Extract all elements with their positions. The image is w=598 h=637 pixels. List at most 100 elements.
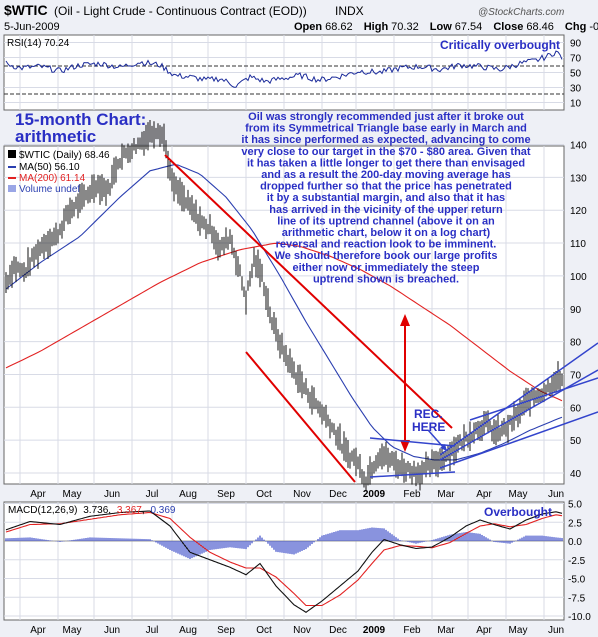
rsi-series-line bbox=[5, 50, 563, 88]
date-label: 5-Jun-2009 bbox=[4, 21, 60, 33]
macd-legend: MACD(12,26,9) 3.736, 3.367, 0.369 bbox=[8, 505, 176, 516]
commentary-line: from its Symmetrical Triangle base early… bbox=[245, 123, 527, 135]
macd-x-label: May bbox=[509, 625, 528, 636]
macd-x-label: May bbox=[63, 625, 82, 636]
macd-x-label: Oct bbox=[256, 625, 272, 636]
macd-x-label: Feb bbox=[403, 625, 421, 636]
commentary-text: Oil was strongly recommended just after … bbox=[241, 111, 531, 285]
price-x-label: Oct bbox=[256, 489, 272, 500]
rec-arrow-head bbox=[440, 444, 447, 451]
macd-x-label: Jun bbox=[104, 625, 120, 636]
price-legend: $WTIC (Daily) 68.46 bbox=[19, 150, 110, 161]
ohlc-readout: Open 68.62 High 70.32 Low 67.54 Close 68.46 … bbox=[294, 21, 598, 33]
price-tick-label: 120 bbox=[570, 206, 587, 217]
chart-title-line1: 15-month Chart: bbox=[15, 110, 146, 129]
macd-line bbox=[5, 510, 563, 613]
rsi-tick-label: 30 bbox=[570, 84, 582, 95]
macd-tick-label: -7.5 bbox=[568, 593, 586, 604]
rsi-tick-label: 10 bbox=[570, 99, 582, 110]
price-x-label: Sep bbox=[217, 489, 235, 500]
price-x-label: Dec bbox=[329, 489, 347, 500]
macd-tick-label: -10.0 bbox=[568, 612, 591, 623]
rec-label-line2: HERE bbox=[412, 420, 445, 434]
price-tick-label: 100 bbox=[570, 272, 587, 283]
macd-tick-label: 0.0 bbox=[568, 537, 582, 548]
rsi-tick-label: 70 bbox=[570, 54, 582, 65]
price-x-label: Jun bbox=[548, 489, 564, 500]
price-tick-label: 130 bbox=[570, 173, 587, 184]
price-tick-label: 80 bbox=[570, 338, 582, 349]
channel-lower-line bbox=[245, 351, 356, 483]
macd-x-label: Mar bbox=[437, 625, 455, 636]
macd-x-label: Apr bbox=[476, 625, 492, 636]
price-x-label: Apr bbox=[30, 489, 46, 500]
commentary-line: either now or immediately the steep bbox=[292, 262, 479, 274]
price-tick-label: 50 bbox=[570, 436, 582, 447]
commentary-line: has arrived in the vicinity of the upper… bbox=[269, 204, 503, 216]
macd-tick-label: -5.0 bbox=[568, 575, 586, 586]
price-tick-label: 60 bbox=[570, 403, 582, 414]
commentary-line: We should therefore book our large profi… bbox=[275, 250, 498, 262]
commentary-line: and as a result the 200-day moving avera… bbox=[261, 169, 510, 181]
macd-x-label: Sep bbox=[217, 625, 235, 636]
triangle-lower-line bbox=[369, 471, 456, 478]
price-tick-label: 70 bbox=[570, 370, 582, 381]
rec-arrow bbox=[427, 429, 445, 449]
price-x-label: Mar bbox=[437, 489, 455, 500]
volume-legend-swatch bbox=[8, 185, 16, 192]
commentary-line: reversal and reaction look to be imminen… bbox=[276, 239, 497, 251]
uptrend-upper-return-line bbox=[439, 342, 598, 456]
ma200-legend: MA(200) 61.14 bbox=[19, 173, 86, 184]
ma50-legend: MA(50) 56.10 bbox=[19, 162, 80, 173]
macd-x-label: Nov bbox=[293, 625, 311, 636]
price-x-label: Aug bbox=[179, 489, 197, 500]
price-x-label: Apr bbox=[476, 489, 492, 500]
rsi-tick-label: 90 bbox=[570, 39, 582, 50]
uptrend-lower-line bbox=[439, 411, 598, 469]
commentary-line: it has taken a little longer to get ther… bbox=[247, 157, 525, 169]
commentary-line: Oil was strongly recommended just after … bbox=[248, 111, 524, 123]
macd-annotation: Overbought bbox=[484, 505, 552, 519]
watermark: @StockCharts.com bbox=[478, 7, 564, 18]
uptrend-steep-line bbox=[439, 369, 598, 461]
macd-x-label: Aug bbox=[179, 625, 197, 636]
price-tick-label: 90 bbox=[570, 305, 582, 316]
macd-tick-label: 5.0 bbox=[568, 500, 582, 511]
price-x-label: May bbox=[63, 489, 82, 500]
exchange-label: INDX bbox=[335, 4, 364, 18]
target-arrow-head-down bbox=[400, 440, 410, 452]
uptrend-mid-line bbox=[469, 377, 598, 421]
macd-x-label: Jun bbox=[548, 625, 564, 636]
macd-tick-label: -2.5 bbox=[568, 556, 586, 567]
commentary-line: it by a substantial margin, and also tha… bbox=[267, 192, 505, 204]
commentary-line: dropped further so that the price has pe… bbox=[260, 181, 512, 193]
commentary-line: very close to our target in the $70 - $8… bbox=[241, 146, 531, 158]
price-legend-swatch bbox=[8, 150, 16, 158]
ma50-line bbox=[5, 164, 563, 461]
volume-legend: Volume undef bbox=[19, 184, 80, 195]
macd-x-label: 2009 bbox=[363, 625, 386, 636]
symbol-label: $WTIC bbox=[4, 2, 48, 18]
rec-label-line1: REC. bbox=[414, 407, 443, 421]
price-x-label: 2009 bbox=[363, 489, 386, 500]
ma200-line bbox=[5, 242, 563, 402]
macd-x-label: Dec bbox=[329, 625, 347, 636]
commentary-line: line of its uptrend channel (above it on… bbox=[277, 215, 495, 227]
target-arrow-head-up bbox=[400, 314, 410, 326]
description-label: (Oil - Light Crude - Continuous Contract… bbox=[54, 4, 307, 18]
rsi-annotation: Critically overbought bbox=[440, 38, 560, 52]
price-tick-label: 110 bbox=[570, 239, 586, 250]
price-tick-label: 140 bbox=[570, 141, 587, 152]
price-x-label: Feb bbox=[403, 489, 421, 500]
rsi-legend: RSI(14) 70.24 bbox=[7, 38, 70, 49]
price-tick-label: 40 bbox=[570, 469, 582, 480]
rsi-tick-label: 50 bbox=[570, 69, 582, 80]
commentary-line: arithmetic chart, below it on a log char… bbox=[282, 227, 491, 239]
price-x-label: Jul bbox=[146, 489, 159, 500]
commentary-line: uptrend shown is breached. bbox=[313, 273, 459, 285]
macd-x-label: Apr bbox=[30, 625, 46, 636]
chart-title-line2: arithmetic bbox=[15, 127, 96, 146]
macd-x-label: Jul bbox=[146, 625, 159, 636]
price-x-label: Jun bbox=[104, 489, 120, 500]
